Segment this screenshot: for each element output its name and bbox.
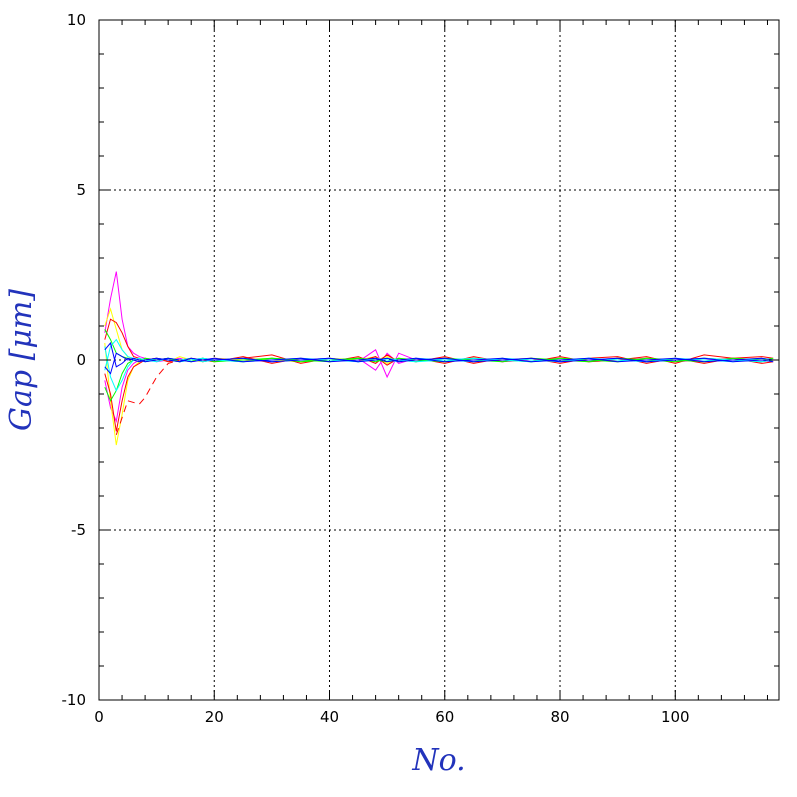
series-line-7: [104, 329, 774, 363]
series-line-9: [104, 346, 774, 392]
tick-labels: 0 20 40 60 80 100 -10 -5 0 5 10: [62, 11, 690, 726]
x-tick-label: 0: [94, 708, 104, 726]
series-lines: [104, 271, 774, 446]
x-axis-title: No.: [411, 743, 465, 778]
series-line-10: [104, 338, 774, 371]
x-tick-label: 80: [550, 708, 569, 726]
series-line-2: [104, 352, 774, 423]
y-tick-label: -5: [71, 521, 86, 539]
series-line-4: [104, 307, 774, 364]
y-tick-label: -10: [62, 691, 87, 709]
y-tick-label: 0: [76, 351, 86, 369]
x-tick-label: 20: [205, 708, 224, 726]
y-tick-label: 5: [76, 181, 86, 199]
x-tick-label: 60: [435, 708, 454, 726]
series-line-12: [104, 352, 774, 375]
x-tick-label: 100: [661, 708, 690, 726]
series-line-8: [104, 357, 774, 402]
y-tick-label: 10: [67, 11, 86, 29]
x-tick-label: 40: [320, 708, 339, 726]
axis-ticks: [98, 19, 779, 701]
y-axis-title: Gap [μm]: [4, 289, 39, 431]
series-line-dashed: [115, 359, 180, 435]
series-line-11: [104, 341, 774, 368]
series-line-6: [104, 354, 774, 432]
